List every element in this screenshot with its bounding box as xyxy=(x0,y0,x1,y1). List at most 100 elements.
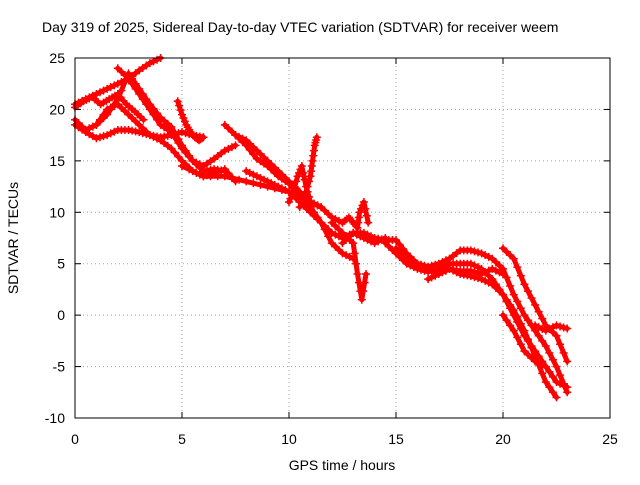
interp-marker xyxy=(120,78,129,86)
interp-marker xyxy=(470,273,479,282)
x-tick-label: 10 xyxy=(281,431,297,447)
data-point-marker xyxy=(178,144,186,153)
data-point-marker xyxy=(362,270,371,278)
interp-marker xyxy=(185,152,194,161)
data-point-marker xyxy=(509,290,518,299)
interp-marker xyxy=(299,192,308,201)
interp-marker xyxy=(342,235,351,244)
interp-marker xyxy=(287,191,296,200)
interp-marker xyxy=(153,55,162,64)
interp-marker xyxy=(527,343,536,352)
interp-marker xyxy=(313,213,322,222)
interp-marker xyxy=(470,261,479,270)
interp-marker xyxy=(513,263,522,272)
interp-marker xyxy=(331,222,340,230)
data-point-marker xyxy=(552,362,561,371)
data-point-marker xyxy=(167,128,176,137)
interp-marker xyxy=(120,107,129,116)
y-tick-label: 10 xyxy=(49,204,65,220)
data-point-marker xyxy=(338,228,347,237)
data-point-marker xyxy=(541,362,550,371)
interp-marker xyxy=(506,282,515,290)
interp-marker xyxy=(174,152,183,161)
interp-marker xyxy=(206,172,215,181)
interp-marker xyxy=(502,316,511,325)
interp-marker xyxy=(131,117,140,126)
interp-marker xyxy=(106,129,115,138)
interp-marker xyxy=(452,268,461,277)
data-point-marker xyxy=(289,187,298,196)
interp-marker xyxy=(427,273,436,282)
interp-marker xyxy=(506,251,515,260)
interp-marker xyxy=(559,323,568,332)
data-point-marker xyxy=(520,311,529,320)
data-point-marker xyxy=(145,131,154,140)
interp-marker xyxy=(117,103,126,112)
series-line xyxy=(382,240,570,390)
interp-marker xyxy=(331,215,340,224)
interp-marker xyxy=(449,266,458,275)
interp-marker xyxy=(245,168,254,177)
interp-marker xyxy=(361,204,370,213)
interp-marker xyxy=(117,86,126,95)
interp-marker xyxy=(138,95,147,104)
interp-marker xyxy=(313,201,322,210)
interp-marker xyxy=(299,168,308,177)
interp-marker xyxy=(128,79,137,88)
interp-marker xyxy=(352,259,361,268)
data-point-marker xyxy=(552,321,561,330)
y-axis-label: SDTVAR / TECUs xyxy=(5,182,21,294)
interp-marker xyxy=(304,177,313,186)
interp-marker xyxy=(506,321,515,330)
data-point-marker xyxy=(509,254,518,263)
data-point-marker xyxy=(312,133,321,142)
interp-marker xyxy=(128,114,137,122)
interp-marker xyxy=(227,127,236,136)
data-point-marker xyxy=(488,254,497,263)
x-tick-label: 20 xyxy=(495,431,511,447)
data-point-marker xyxy=(274,182,283,191)
interp-marker xyxy=(360,278,369,287)
series-track-15 xyxy=(338,198,373,232)
data-point-marker xyxy=(520,326,529,335)
x-axis-label: GPS time / hours xyxy=(289,457,396,473)
data-point-marker xyxy=(563,357,572,366)
interp-marker xyxy=(99,86,108,95)
data-point-marker xyxy=(135,128,144,137)
data-point-marker xyxy=(552,331,561,340)
data-point-marker xyxy=(167,144,176,153)
data-point-marker xyxy=(509,306,518,314)
interp-marker xyxy=(175,101,184,110)
series-line xyxy=(329,220,369,303)
data-point-marker xyxy=(477,264,486,273)
interp-marker xyxy=(484,252,493,261)
interp-marker xyxy=(334,232,343,241)
data-point-marker xyxy=(349,239,358,248)
data-point-marker xyxy=(274,167,283,176)
interp-marker xyxy=(363,230,372,239)
interp-marker xyxy=(548,372,557,381)
interp-marker xyxy=(106,83,115,92)
interp-marker xyxy=(192,168,201,177)
interp-marker xyxy=(441,256,450,265)
interp-marker xyxy=(334,246,343,254)
plot-frame xyxy=(74,57,611,419)
interp-marker xyxy=(260,153,269,162)
interp-marker xyxy=(559,348,568,357)
data-point-marker xyxy=(488,264,497,273)
data-point-marker xyxy=(242,136,251,145)
interp-marker xyxy=(516,319,525,328)
interp-marker xyxy=(534,359,543,368)
data-point-marker xyxy=(563,324,572,333)
interp-marker xyxy=(481,268,490,277)
interp-marker xyxy=(180,117,189,126)
series-track-10 xyxy=(231,131,347,227)
y-tick-label: 5 xyxy=(57,256,65,272)
y-tick-label: 0 xyxy=(57,307,65,323)
interp-marker xyxy=(277,170,286,179)
data-point-marker xyxy=(413,259,422,268)
interp-marker xyxy=(491,266,500,275)
series-track-13 xyxy=(295,133,321,212)
